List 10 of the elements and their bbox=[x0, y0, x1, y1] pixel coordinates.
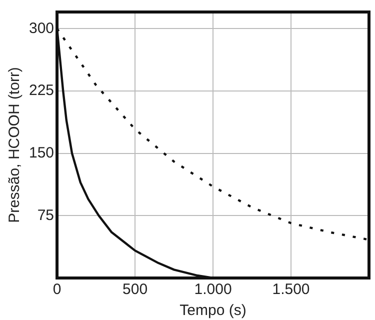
x-tick-label: 1.000 bbox=[194, 281, 232, 298]
y-tick-label: 300 bbox=[28, 20, 54, 37]
x-axis-title: Tempo (s) bbox=[180, 302, 246, 320]
y-axis-title: Pressão, HCOOH (torr) bbox=[6, 67, 24, 223]
y-tick-label: 75 bbox=[37, 206, 54, 224]
y-tick-label: 225 bbox=[28, 82, 54, 100]
x-tick-label: 500 bbox=[122, 281, 148, 298]
y-tick-label: 150 bbox=[28, 144, 54, 162]
x-tick-label: 0 bbox=[52, 281, 62, 298]
x-tick-label: 1.500 bbox=[272, 281, 310, 298]
